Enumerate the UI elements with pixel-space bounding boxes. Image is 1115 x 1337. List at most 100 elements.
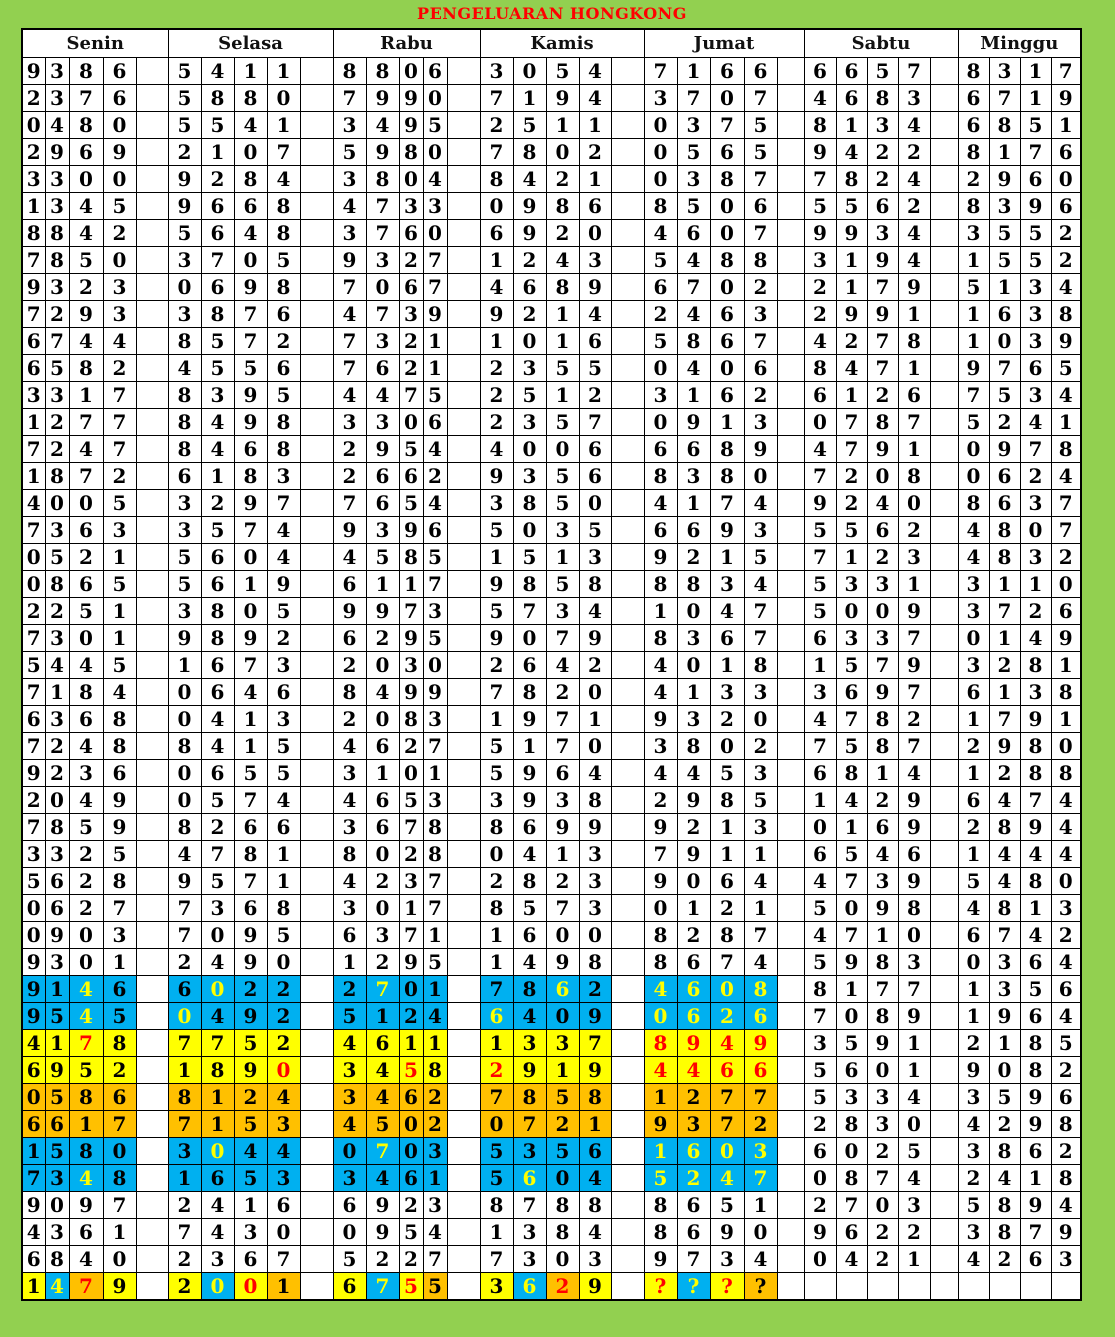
digit-cell: 1 <box>422 1164 448 1192</box>
spacer-cell <box>776 111 805 139</box>
digit-cell: 5 <box>167 543 202 571</box>
digit-cell: 3 <box>866 867 899 895</box>
spacer-cell <box>929 543 959 571</box>
spacer-cell <box>610 786 645 814</box>
digit-cell: 7 <box>479 678 514 706</box>
digit-cell: 7 <box>545 894 580 922</box>
digit-cell: 8 <box>643 921 678 949</box>
digit-cell: 4 <box>545 651 580 679</box>
digit-cell: 9 <box>233 948 268 976</box>
digit-cell: 3 <box>21 381 46 409</box>
spacer-cell <box>929 219 959 247</box>
digit-cell: 0 <box>578 921 612 949</box>
digit-cell: 3 <box>1019 381 1052 409</box>
digit-cell: 9 <box>803 219 837 247</box>
digit-cell: 2 <box>643 300 678 328</box>
digit-cell: 0 <box>709 219 745 247</box>
digit-cell: 0 <box>21 543 46 571</box>
digit-cell: 0 <box>709 1137 745 1165</box>
digit-cell: 9 <box>988 1002 1021 1030</box>
digit-cell: 3 <box>422 192 448 220</box>
digit-cell: 3 <box>44 1218 70 1246</box>
digit-cell: 4 <box>957 894 990 922</box>
digit-cell: 9 <box>365 1191 400 1219</box>
digit-cell: 7 <box>957 381 990 409</box>
digit-cell: 4 <box>643 759 678 787</box>
spacer-cell <box>929 1056 959 1084</box>
digit-cell: 6 <box>200 678 235 706</box>
digit-cell: 7 <box>835 705 868 733</box>
digit-cell: 2 <box>332 435 367 463</box>
digit-cell: 2 <box>102 219 137 247</box>
digit-cell: 4 <box>422 435 448 463</box>
spacer-cell <box>929 327 959 355</box>
digit-cell: 8 <box>866 408 899 436</box>
digit-cell: 6 <box>102 84 137 112</box>
spacer-cell <box>776 732 805 760</box>
digit-cell: 6 <box>643 435 678 463</box>
digit-cell: 6 <box>512 1272 547 1301</box>
digit-cell: 7 <box>167 1029 202 1057</box>
spacer-cell <box>446 408 481 436</box>
digit-cell: 7 <box>835 867 868 895</box>
spacer-cell <box>610 192 645 220</box>
digit-cell: 1 <box>957 300 990 328</box>
digit-cell: 2 <box>200 813 235 841</box>
digit-cell: 4 <box>200 732 235 760</box>
digit-cell: 5 <box>803 597 837 625</box>
digit-cell: 4 <box>1019 921 1052 949</box>
digit-cell: 9 <box>1050 624 1082 652</box>
digit-cell: 5 <box>545 57 580 85</box>
spacer-cell <box>776 408 805 436</box>
digit-cell: 4 <box>332 543 367 571</box>
digit-cell: 0 <box>68 624 104 652</box>
digit-cell: 2 <box>803 1191 837 1219</box>
spacer-cell <box>610 894 645 922</box>
digit-cell: 9 <box>398 111 424 139</box>
digit-cell: 3 <box>167 1137 202 1165</box>
digit-cell: 0 <box>512 57 547 85</box>
digit-cell: 6 <box>365 732 400 760</box>
digit-cell: 2 <box>545 165 580 193</box>
digit-cell: 3 <box>365 408 400 436</box>
digit-cell: 0 <box>676 651 711 679</box>
digit-cell: 1 <box>479 921 514 949</box>
digit-cell: 6 <box>365 1029 400 1057</box>
spacer-cell <box>610 921 645 949</box>
digit-cell: 5 <box>479 759 514 787</box>
digit-cell: 8 <box>68 1137 104 1165</box>
digit-cell: 3 <box>578 1245 612 1273</box>
digit-cell: 9 <box>866 1029 899 1057</box>
spacer-cell <box>135 1002 169 1030</box>
digit-cell: 4 <box>68 219 104 247</box>
digit-cell: 3 <box>102 300 137 328</box>
digit-cell: 9 <box>68 300 104 328</box>
digit-cell: 1 <box>422 975 448 1003</box>
digit-cell: 0 <box>365 840 400 868</box>
digit-cell: 4 <box>803 84 837 112</box>
spacer-cell <box>929 435 959 463</box>
spacer-cell <box>776 1218 805 1246</box>
spacer-cell <box>776 1191 805 1219</box>
digit-cell: 2 <box>21 84 46 112</box>
spacer-cell <box>135 1137 169 1165</box>
digit-cell: 8 <box>44 462 70 490</box>
digit-cell: 5 <box>1019 975 1052 1003</box>
digit-cell: 8 <box>365 165 400 193</box>
digit-cell: 4 <box>365 1164 400 1192</box>
spacer-cell <box>776 516 805 544</box>
digit-cell: 6 <box>365 786 400 814</box>
spacer-cell <box>446 948 481 976</box>
digit-cell: 5 <box>643 327 678 355</box>
digit-cell: 1 <box>200 462 235 490</box>
digit-cell: 0 <box>709 354 745 382</box>
digit-cell: 8 <box>643 624 678 652</box>
digit-cell: 8 <box>200 300 235 328</box>
digit-cell: 4 <box>897 111 931 139</box>
spacer-cell <box>929 489 959 517</box>
digit-cell: 9 <box>102 1272 137 1301</box>
digit-cell: 0 <box>167 273 202 301</box>
digit-cell: 6 <box>512 651 547 679</box>
digit-cell: 9 <box>365 597 400 625</box>
